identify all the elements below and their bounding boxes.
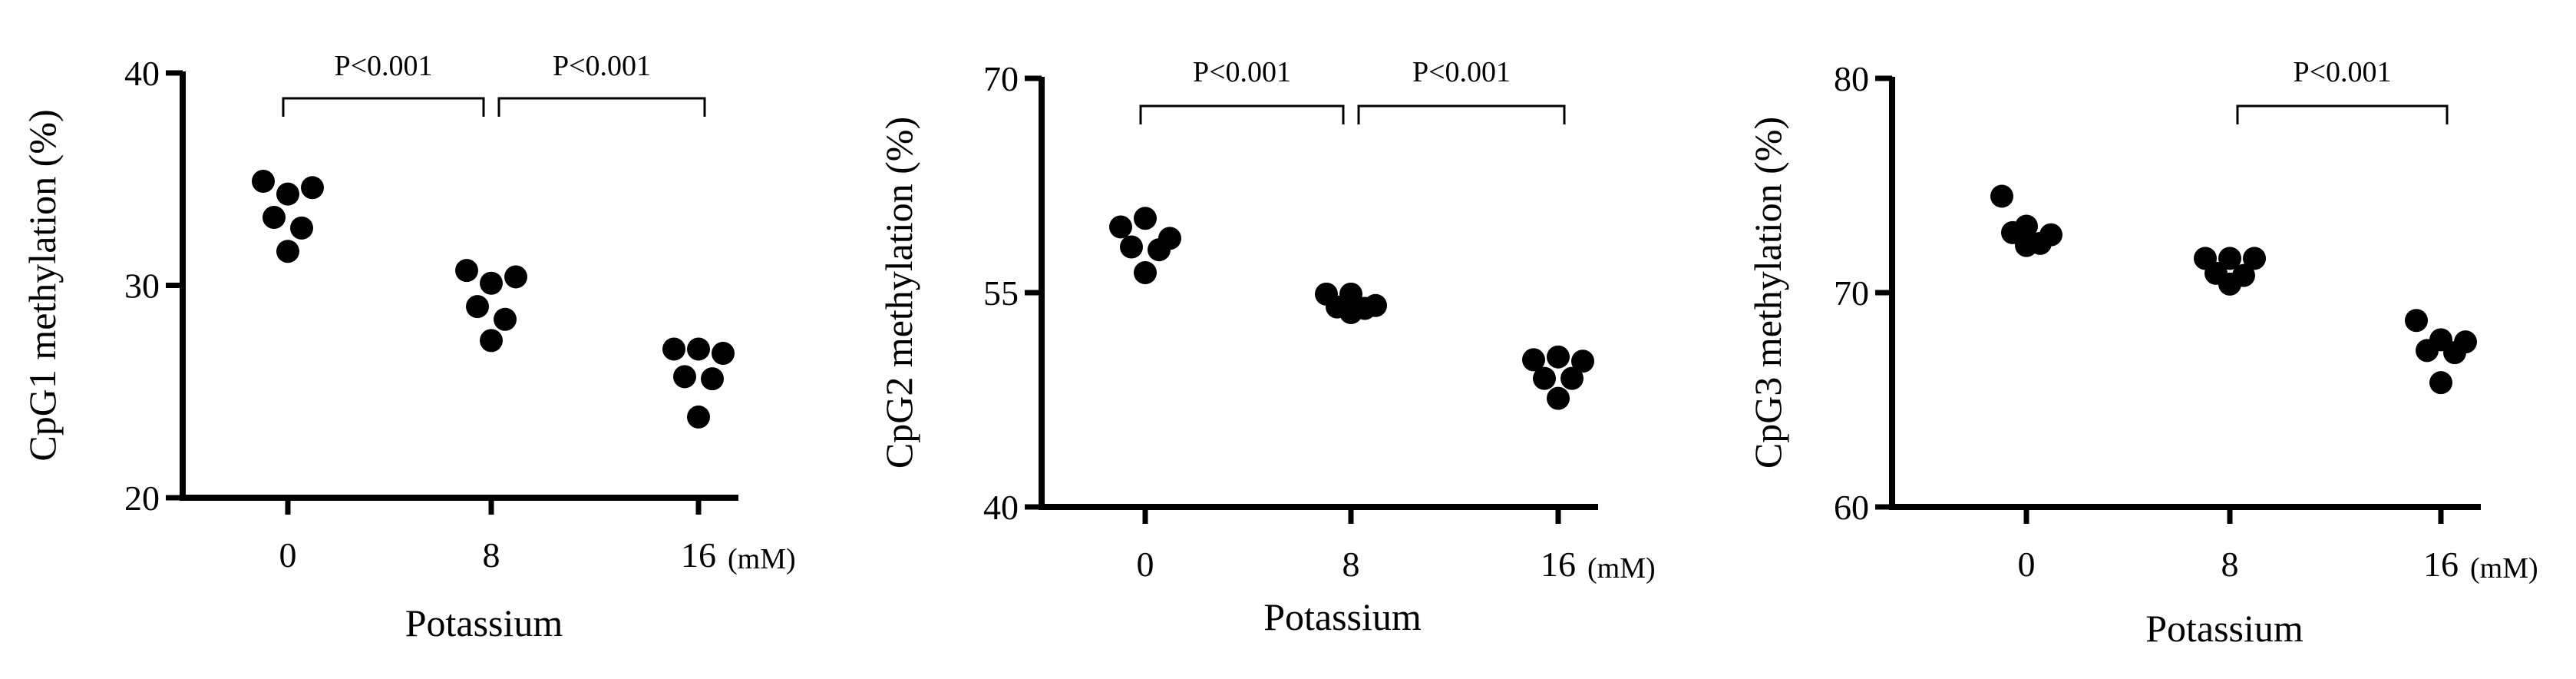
data-point bbox=[1134, 260, 1157, 284]
data-point bbox=[263, 206, 286, 230]
significance-label: P<0.001 bbox=[2293, 56, 2391, 88]
x-tick-label: 0 bbox=[1137, 545, 1154, 584]
data-point bbox=[2015, 234, 2038, 257]
x-tick-label: 8 bbox=[483, 535, 500, 575]
data-point bbox=[673, 365, 696, 389]
chart-panel-1: 20 30 40 0 8 16 (mM) Potassium CpG1 methylation … bbox=[21, 50, 796, 644]
x-axis-title: Potassium bbox=[405, 601, 563, 644]
data-point bbox=[480, 271, 503, 295]
chart-panel-2: 40 55 70 0 8 16 (mM) Potassium CpG2 methylation … bbox=[877, 56, 1656, 638]
data-point bbox=[2243, 247, 2266, 270]
data-point bbox=[1571, 349, 1594, 373]
data-point bbox=[276, 240, 299, 263]
data-point bbox=[2405, 309, 2428, 333]
y-tick-label: 55 bbox=[983, 273, 1019, 313]
data-point bbox=[480, 329, 503, 353]
data-point bbox=[2416, 339, 2439, 363]
data-point bbox=[1148, 238, 1171, 262]
data-point bbox=[1547, 386, 1570, 410]
data-point bbox=[712, 341, 735, 365]
data-point bbox=[1134, 207, 1157, 230]
data-point bbox=[1990, 184, 2013, 208]
data-point bbox=[455, 259, 478, 283]
data-point bbox=[687, 405, 710, 429]
x-unit-label: (mM) bbox=[2470, 552, 2538, 585]
data-point bbox=[276, 182, 299, 206]
chart-panel-3: 60 70 80 0 8 16 (mM) Potassium CpG3 methylation … bbox=[1746, 56, 2538, 650]
y-tick-label: 70 bbox=[983, 59, 1019, 98]
data-point bbox=[2429, 371, 2452, 395]
data-point bbox=[290, 216, 313, 240]
x-unit-label: (mM) bbox=[1587, 552, 1656, 585]
significance-bracket bbox=[1357, 104, 1566, 124]
data-point bbox=[252, 170, 275, 194]
x-tick-label: 16 bbox=[1541, 545, 1576, 584]
significance-label: P<0.001 bbox=[553, 50, 651, 82]
data-point bbox=[504, 265, 527, 289]
y-tick-label: 60 bbox=[1834, 488, 1869, 527]
y-tick-label: 80 bbox=[1834, 59, 1869, 98]
y-tick-label: 20 bbox=[124, 479, 160, 518]
y-tick-label: 40 bbox=[124, 54, 160, 93]
y-tick-label: 70 bbox=[1834, 273, 1869, 313]
data-point bbox=[466, 295, 489, 319]
data-point bbox=[2218, 247, 2241, 270]
x-tick-label: 8 bbox=[1342, 545, 1360, 584]
data-point bbox=[494, 307, 517, 331]
significance-bracket bbox=[1139, 104, 1345, 124]
x-unit-label: (mM) bbox=[728, 543, 796, 575]
data-point bbox=[662, 337, 685, 361]
x-tick-label: 8 bbox=[2221, 545, 2239, 584]
data-point bbox=[1109, 215, 1132, 239]
x-axis-title: Potassium bbox=[2145, 607, 2304, 650]
data-point bbox=[301, 176, 324, 200]
significance-bracket bbox=[282, 97, 485, 117]
x-axis-title: Potassium bbox=[1263, 595, 1422, 638]
data-point bbox=[1560, 366, 1584, 390]
y-tick-label: 30 bbox=[124, 267, 160, 306]
data-point bbox=[2218, 272, 2241, 296]
data-point bbox=[1339, 301, 1362, 325]
y-axis-title: CpG1 methylation (%) bbox=[21, 109, 64, 461]
data-point bbox=[1533, 366, 1556, 390]
x-tick-label: 16 bbox=[2423, 545, 2459, 584]
x-tick-label: 0 bbox=[2018, 545, 2036, 584]
x-tick-label: 0 bbox=[279, 535, 297, 575]
y-axis-title: CpG3 methylation (%) bbox=[1746, 117, 1789, 469]
y-axis-title: CpG2 methylation (%) bbox=[877, 117, 920, 469]
data-point bbox=[701, 367, 724, 391]
significance-label: P<0.001 bbox=[334, 50, 432, 82]
data-point bbox=[687, 337, 710, 361]
significance-label: P<0.001 bbox=[1412, 56, 1511, 88]
data-point bbox=[1547, 345, 1570, 369]
data-point bbox=[1522, 348, 1545, 372]
data-point bbox=[2443, 341, 2466, 365]
y-tick-label: 40 bbox=[983, 488, 1019, 527]
significance-bracket bbox=[497, 97, 706, 117]
x-tick-label: 16 bbox=[681, 535, 716, 575]
data-point bbox=[1120, 235, 1143, 259]
significance-label: P<0.001 bbox=[1193, 56, 1291, 88]
significance-bracket bbox=[2236, 104, 2449, 124]
